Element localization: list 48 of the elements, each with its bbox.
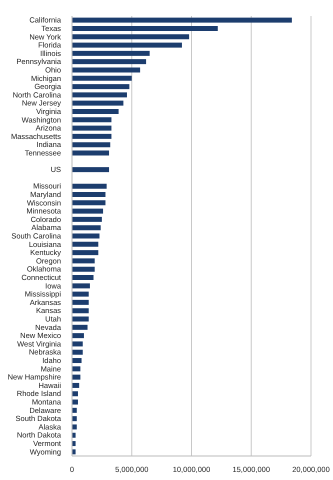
bar: [72, 400, 78, 405]
bar: [72, 300, 89, 305]
bar: [72, 250, 98, 256]
bar: [72, 67, 140, 72]
bar: [72, 42, 182, 48]
bar: [72, 100, 124, 106]
bar: [72, 382, 80, 388]
bar: [72, 184, 107, 189]
bar: [72, 200, 106, 206]
bar: [72, 26, 218, 31]
bar: [72, 167, 110, 172]
bar: [72, 266, 95, 272]
bar: [72, 374, 80, 380]
bar: [72, 391, 78, 396]
bar: [72, 117, 112, 122]
bar: [72, 208, 104, 214]
bar: [72, 275, 94, 280]
bar: [72, 84, 130, 90]
bar: [72, 18, 292, 23]
bar: [72, 358, 82, 364]
bar: [72, 242, 98, 247]
bar: [72, 134, 112, 139]
bar: [72, 150, 110, 156]
bar: [72, 324, 88, 330]
bar: [72, 225, 101, 230]
bar: [72, 316, 89, 322]
bar: [72, 126, 112, 131]
bar: [72, 192, 106, 197]
bar: [72, 292, 89, 297]
bar: [72, 34, 190, 40]
bar: [72, 424, 77, 430]
bar: [72, 108, 119, 114]
bar: [72, 76, 132, 81]
bar: [72, 341, 83, 346]
bar: [72, 416, 77, 422]
bar: [72, 92, 127, 98]
bar: [72, 216, 102, 222]
bar: [72, 258, 95, 264]
bar: [72, 59, 146, 64]
bar: [72, 366, 80, 372]
bar: [72, 50, 150, 56]
bar: [72, 234, 100, 239]
bar: [72, 308, 89, 314]
bar: [72, 142, 110, 148]
bar: [72, 408, 77, 413]
bar: [72, 333, 84, 338]
bar: [72, 350, 83, 355]
bar: [72, 283, 90, 288]
